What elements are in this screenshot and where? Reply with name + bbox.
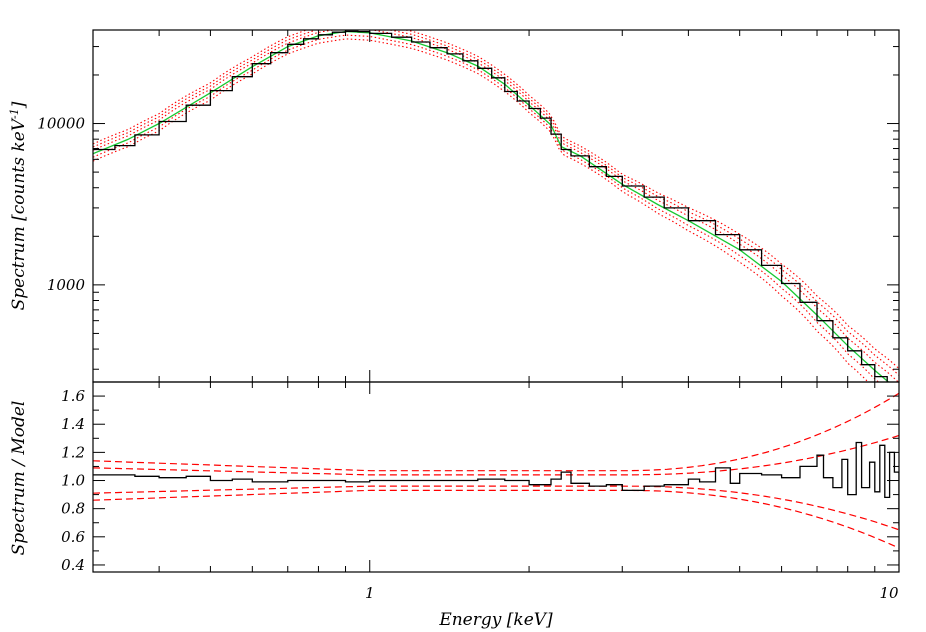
bottom-y-tick-label: 1.2	[61, 443, 85, 461]
bottom-axis-ticks	[92, 382, 900, 572]
top-plot-frame	[92, 29, 900, 383]
bottom-plot-frame	[92, 381, 900, 573]
top-y-tick-label: 10000	[37, 115, 85, 133]
bottom-series-group	[93, 441, 899, 526]
x-tick-label: 1	[365, 584, 375, 602]
top-axis-ticks	[92, 30, 900, 382]
bottom-y-tick-label: 0.4	[61, 556, 85, 574]
bottom-envelope-line-1	[93, 485, 899, 531]
ratio-series	[93, 441, 899, 526]
top-y-tick-label: 1000	[47, 276, 86, 294]
top-series-group	[93, 30, 890, 382]
bottom-panel: 0.4 0.6 0.8 1.0 1.2 1.4 1.6 1 10 Spectrum / Mod…	[9, 381, 900, 630]
top-y-axis-title: Spectrum [counts keV-1]	[8, 101, 29, 310]
top-panel: 1000 10000 Spectrum [counts keV-1]	[8, 29, 900, 383]
bottom-y-tick-label: 1.4	[61, 415, 85, 433]
x-tick-labels: 1 10	[365, 584, 899, 602]
top-envelope-line-4	[93, 30, 899, 370]
top-uncertainty-envelopes	[93, 30, 899, 382]
top-envelope-line-0	[93, 38, 869, 382]
bottom-y-tick-label: 0.8	[61, 500, 85, 518]
top-y-axis-title-close: ]	[9, 101, 29, 109]
bottom-envelope-line-3	[93, 392, 899, 472]
top-y-axis-title-sup: -1	[8, 108, 21, 119]
bottom-envelope-line-2	[93, 434, 899, 476]
bottom-y-tick-label: 0.6	[61, 528, 85, 546]
bottom-envelope-line-0	[93, 489, 899, 549]
bottom-y-axis-title: Spectrum / Model	[9, 401, 29, 556]
x-tick-label: 10	[879, 584, 899, 602]
bottom-uncertainty-envelopes	[93, 392, 899, 549]
bottom-y-tick-label: 1.6	[61, 387, 85, 405]
top-envelope-line-2	[93, 30, 899, 382]
x-axis-title: Energy [keV]	[438, 610, 553, 630]
top-envelope-line-3	[93, 30, 899, 376]
observed-spectrum	[93, 30, 888, 382]
top-envelope-line-1	[93, 34, 880, 382]
top-y-tick-labels: 1000 10000	[37, 115, 85, 294]
model-curve	[93, 30, 890, 382]
top-y-axis-title-main: Spectrum [counts keV	[9, 117, 29, 310]
bottom-y-tick-labels: 0.4 0.6 0.8 1.0 1.2 1.4 1.6	[61, 387, 85, 574]
bottom-y-tick-label: 1.0	[61, 472, 85, 490]
